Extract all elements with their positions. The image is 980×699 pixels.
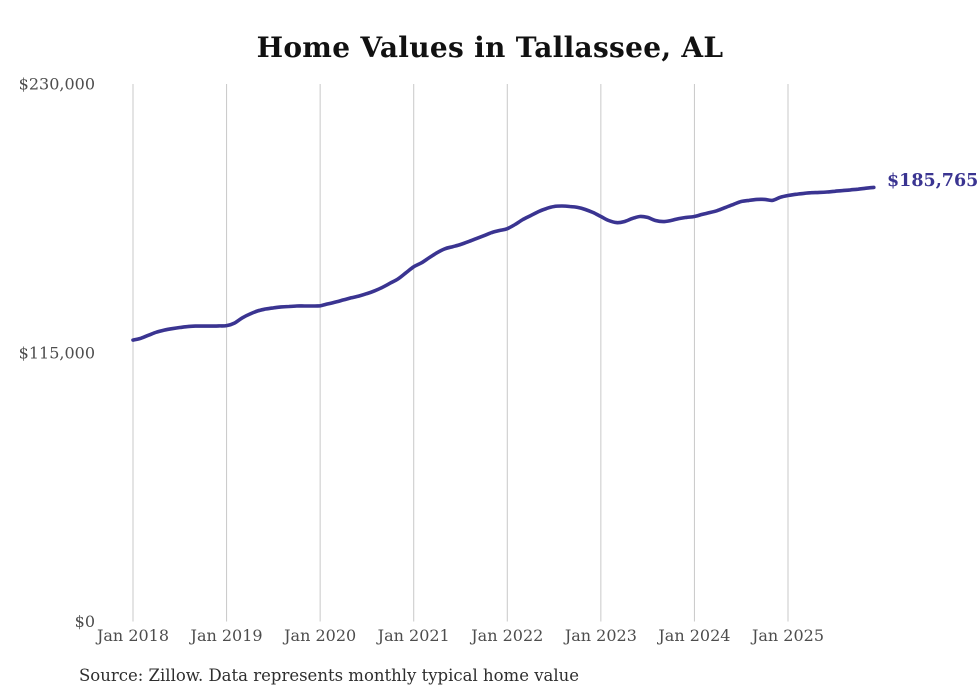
x-tick-label: Jan 2025 [750, 626, 824, 645]
x-axis-labels: Jan 2018 Jan 2019 Jan 2020 Jan 2021 Jan 2022… [95, 626, 824, 645]
x-tick-label: Jan 2021 [376, 626, 450, 645]
current-value-label: $185,765 [887, 171, 979, 191]
x-tick-label: Jan 2019 [189, 626, 263, 645]
x-tick-label: Jan 2024 [656, 626, 730, 645]
y-tick-label: $0 [75, 612, 95, 631]
x-tick-label: Jan 2018 [95, 626, 169, 645]
source-note: Source: Zillow. Data represents monthly … [79, 666, 580, 685]
x-tick-label: Jan 2023 [563, 626, 637, 645]
gridlines-group [132, 84, 789, 622]
chart-title: Home Values in Tallassee, AL [256, 31, 724, 64]
x-tick-label: Jan 2020 [282, 626, 356, 645]
y-tick-label: $230,000 [19, 75, 95, 94]
y-axis-labels: $0 $115,000 $230,000 [19, 75, 95, 632]
y-tick-label: $115,000 [19, 343, 95, 362]
x-tick-label: Jan 2022 [469, 626, 543, 645]
home-value-line [131, 185, 876, 342]
